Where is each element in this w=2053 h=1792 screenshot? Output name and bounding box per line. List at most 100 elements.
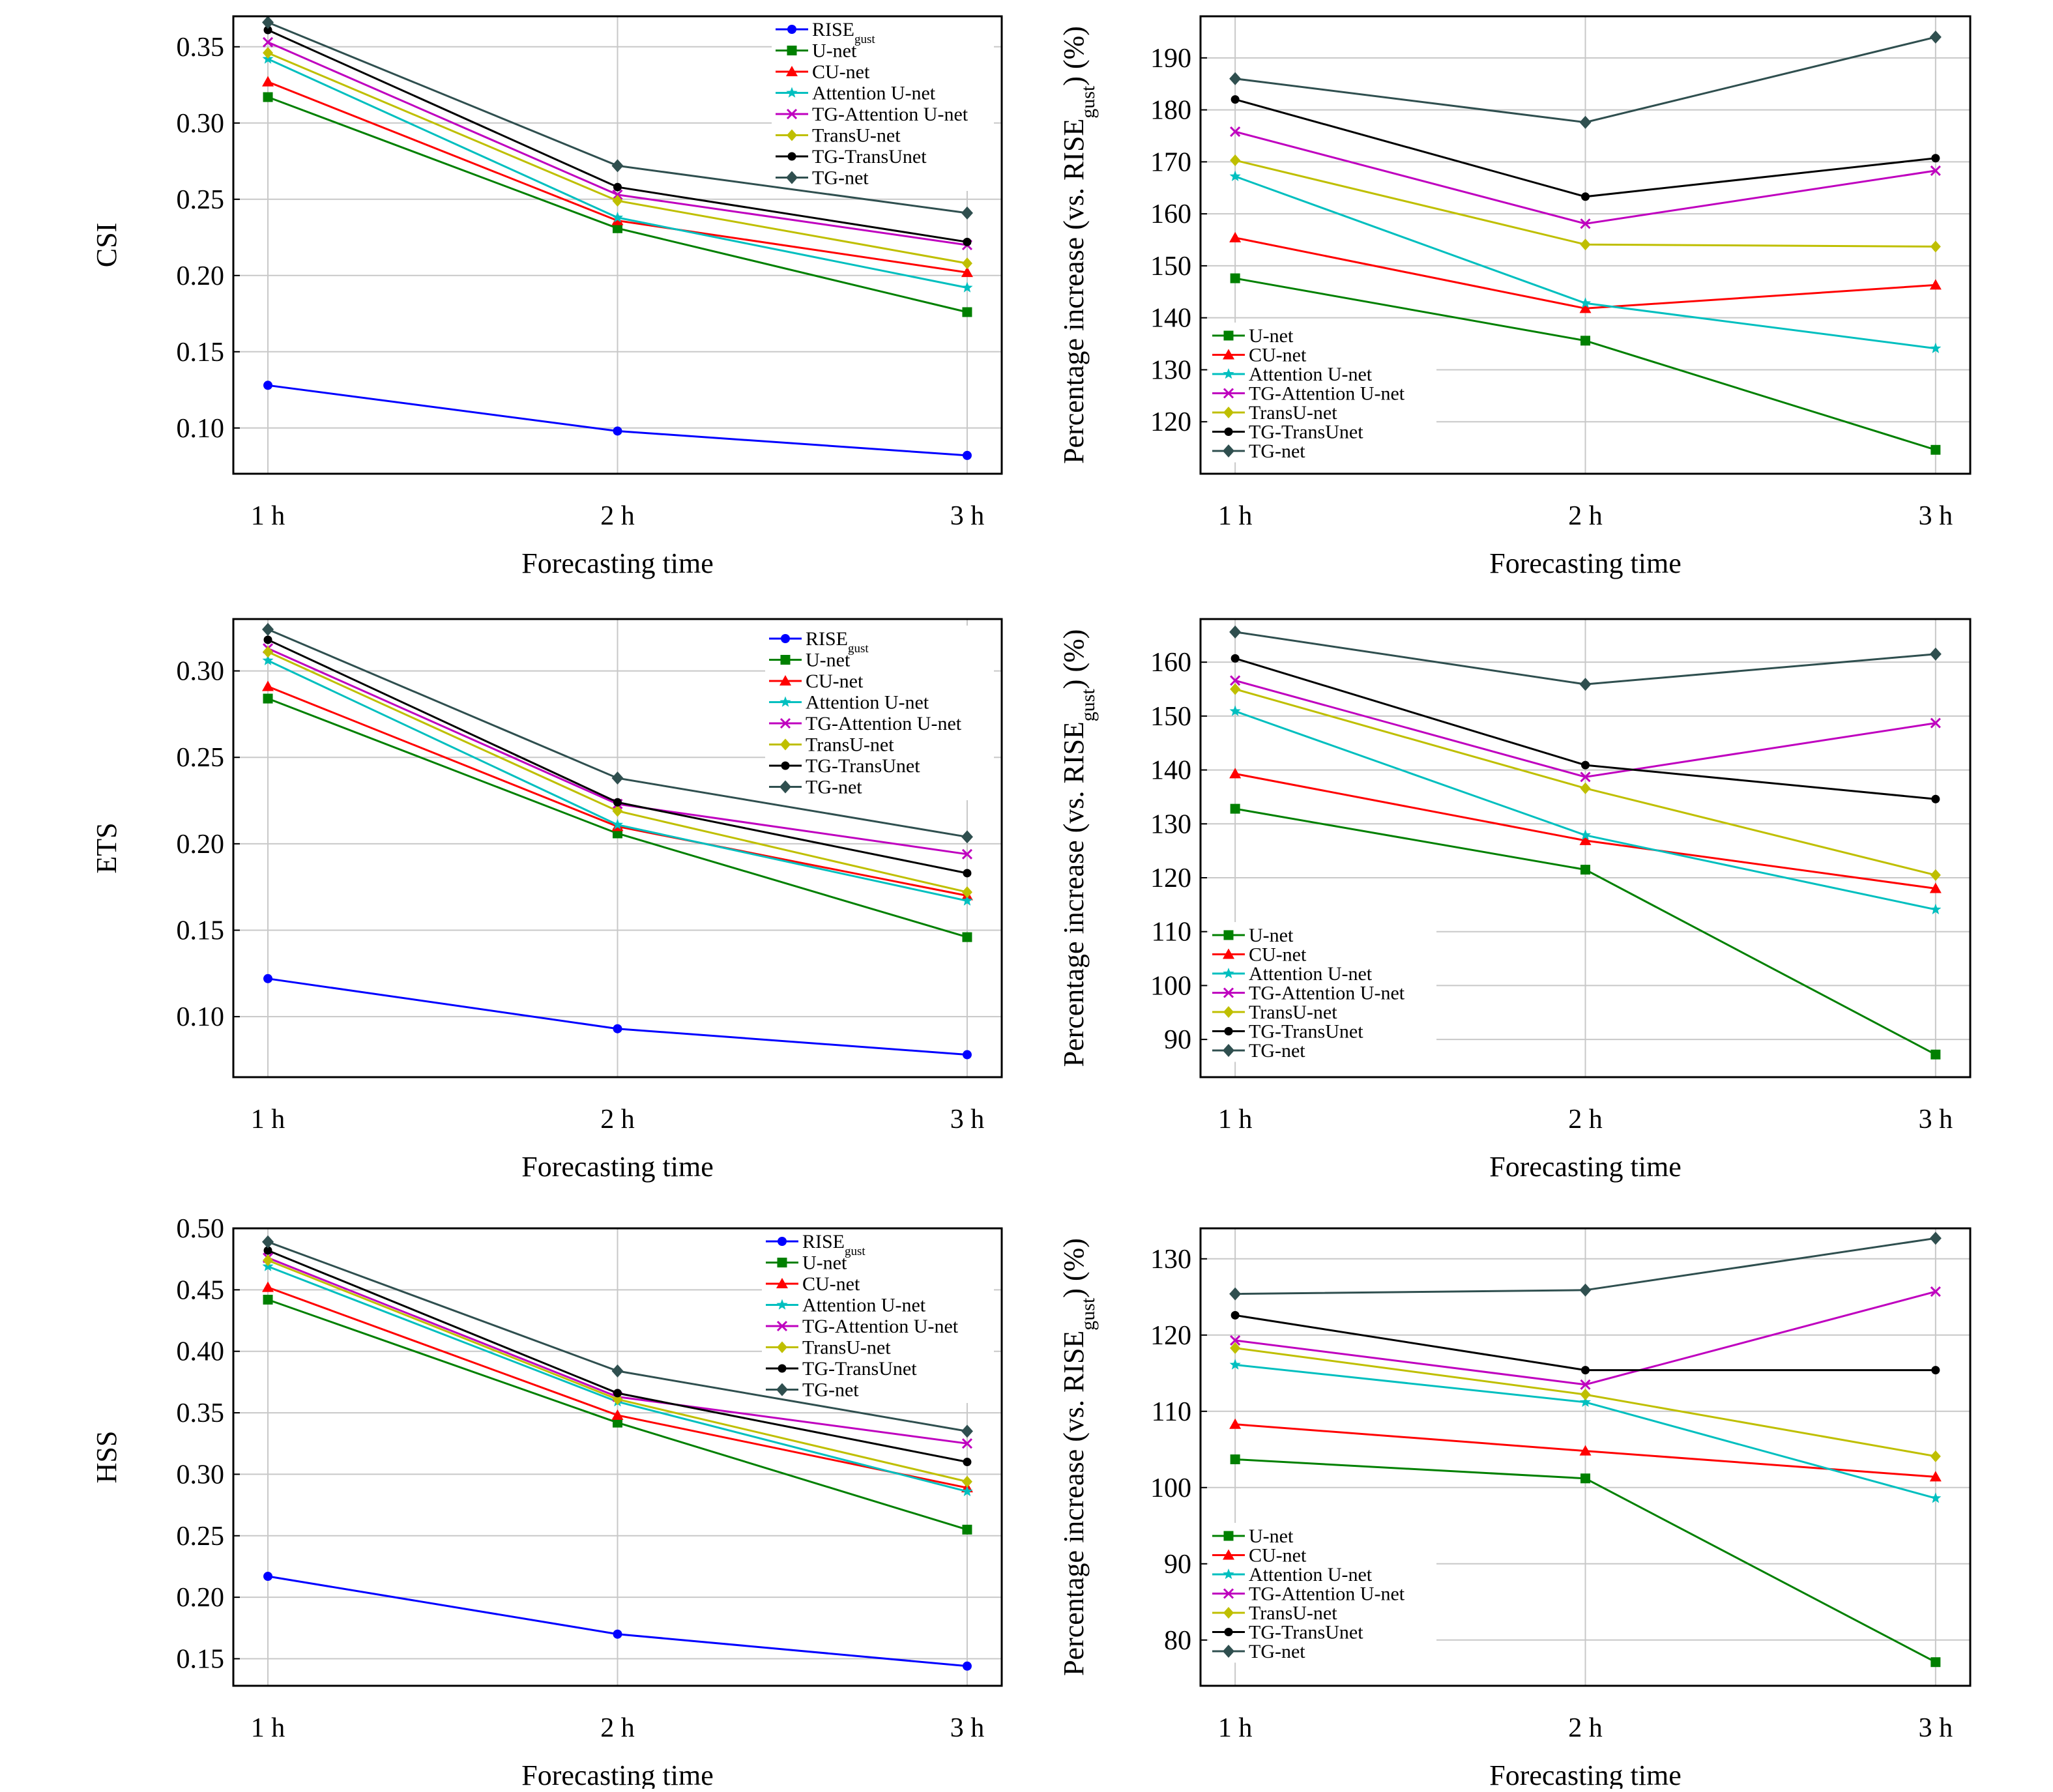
legend-marker [776, 1299, 788, 1310]
y-tick-label: 160 [1150, 199, 1191, 229]
legend-entry: CU-net [776, 61, 870, 83]
y-axis-label-end: ) (%) [1058, 629, 1090, 689]
legend-label: CU-net [812, 61, 870, 83]
data-point [1931, 154, 1940, 163]
legend-marker [787, 46, 797, 55]
data-point [1579, 678, 1592, 691]
legend-label-name: TG-Attention U-net [812, 104, 968, 125]
x-axis-label: Forecasting time [1489, 1151, 1682, 1183]
legend-label: CU-net [1249, 944, 1307, 966]
legend-entry: TG-TransUnet [1212, 1622, 1363, 1643]
y-tick-label: 140 [1150, 756, 1191, 786]
data-point [613, 223, 622, 233]
legend-entry: TransU-net [776, 125, 901, 147]
data-point [1930, 165, 1941, 176]
y-tick-label: 0.15 [177, 1644, 225, 1674]
data-point [1930, 1049, 1941, 1060]
legend-label: TransU-net [812, 125, 901, 147]
data-point [1929, 30, 1942, 44]
y-tick-label: 0.45 [177, 1275, 225, 1305]
y-tick-label: 0.30 [177, 1460, 225, 1490]
legend-label-name: TG-TransUnet [1249, 1021, 1363, 1043]
y-tick-label: 0.15 [177, 916, 225, 946]
plot-frame [1199, 1227, 1972, 1687]
legend-label-name: U-net [802, 1252, 847, 1274]
data-point [613, 1024, 622, 1033]
legend-label-name: CU-net [1249, 1545, 1307, 1567]
legend-label-name: RISE [802, 1231, 845, 1252]
data-point [1930, 903, 1942, 915]
data-point [1930, 1286, 1941, 1297]
legend-label: TG-net [1249, 441, 1305, 462]
data-point [611, 1409, 624, 1420]
y-tick-label: 160 [1150, 648, 1191, 678]
legend-label: Attention U-net [806, 692, 929, 714]
legend-label-name: TG-TransUnet [1249, 1622, 1363, 1643]
legend-entry: TG-net [776, 167, 869, 189]
legend-label: TransU-net [802, 1337, 891, 1359]
legend-entry: Attention U-net [769, 692, 929, 714]
legend-marker [1223, 1044, 1234, 1057]
y-tick-label: 130 [1150, 809, 1191, 839]
legend-label: TG-TransUnet [802, 1358, 917, 1380]
data-point [1930, 444, 1941, 455]
legend-marker [776, 1383, 788, 1396]
data-point [1579, 1396, 1592, 1407]
data-point [963, 1458, 972, 1467]
y-tick-label: 190 [1150, 44, 1191, 74]
y-tick-label: 0.35 [177, 1398, 225, 1428]
data-point [1229, 1418, 1242, 1429]
data-point [1229, 231, 1242, 242]
data-point [1229, 1287, 1242, 1301]
legend-label: TG-net [1249, 1040, 1305, 1062]
data-point [262, 36, 274, 48]
legend-entry: RISEgust [769, 628, 869, 656]
y-axis-label: Percentage increase (vs. RISEgust) (%) [1058, 26, 1099, 464]
legend-entry: TG-TransUnet [1212, 422, 1363, 443]
y-axis-label-main: Percentage increase (vs. RISE [1058, 1331, 1090, 1676]
data-point [262, 16, 274, 29]
legend-label-name: CU-net [1249, 345, 1307, 366]
y-tick-label: 0.15 [177, 338, 225, 368]
legend-label-sub: gust [848, 642, 869, 656]
data-point [961, 267, 973, 278]
legend-entry: U-net [1212, 1525, 1294, 1547]
legend-entry: TG-Attention U-net [776, 104, 968, 125]
legend-marker [787, 25, 796, 34]
legend-label-name: CU-net [812, 61, 870, 83]
legend-label: TG-Attention U-net [806, 713, 962, 734]
data-point [263, 974, 273, 983]
legend-entry: U-net [766, 1252, 847, 1274]
legend-label-name: TransU-net [812, 125, 901, 147]
legend-entry: Attention U-net [776, 83, 936, 104]
data-point [961, 830, 973, 844]
data-point [1930, 1657, 1941, 1668]
y-tick-label: 130 [1150, 355, 1191, 385]
legend-label: TG-net [802, 1380, 859, 1401]
data-point [1230, 95, 1240, 104]
legend-label: TransU-net [1249, 1002, 1337, 1023]
data-point [961, 1485, 973, 1497]
data-point [961, 257, 972, 270]
legend-background [762, 1228, 994, 1403]
legend-label-name: CU-net [806, 671, 864, 692]
y-tick-label: 0.20 [177, 261, 225, 291]
data-point [262, 680, 274, 691]
legend-label-name: TG-net [812, 167, 869, 189]
y-axis-label-main: Percentage increase (vs. RISE [1058, 119, 1090, 464]
y-tick-label: 0.30 [177, 657, 225, 687]
data-point [1931, 794, 1940, 803]
legend-label-name: U-net [1249, 925, 1294, 946]
data-point [263, 25, 272, 35]
legend-label-name: TG-Attention U-net [806, 713, 962, 734]
legend-entry: TG-Attention U-net [1212, 1583, 1405, 1605]
legend-label: U-net [1249, 1525, 1294, 1547]
legend-label: TransU-net [806, 734, 894, 756]
legend-label: TG-TransUnet [806, 755, 920, 777]
y-tick-label: 140 [1150, 304, 1191, 334]
legend-marker [786, 108, 798, 120]
legend-label: U-net [1249, 325, 1294, 347]
data-point [613, 182, 622, 192]
legend-marker [1223, 930, 1234, 940]
